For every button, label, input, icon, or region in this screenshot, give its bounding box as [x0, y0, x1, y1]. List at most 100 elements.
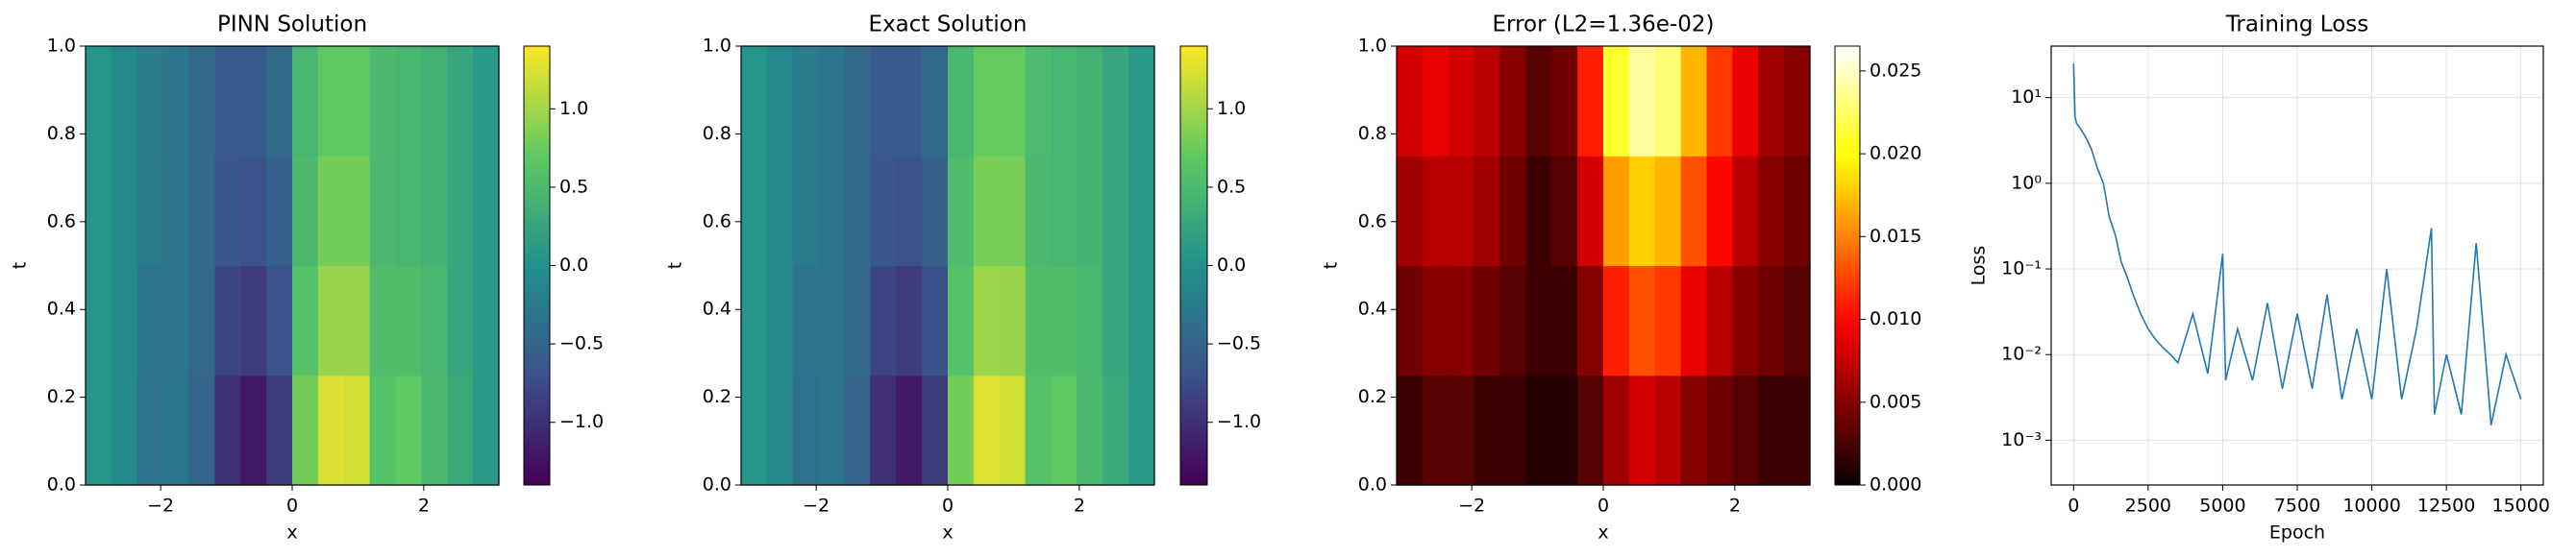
x-tick-label: 0: [2068, 496, 2079, 517]
x-axis-label: Epoch: [2269, 522, 2325, 544]
x-tick-label: 15000: [2492, 496, 2550, 517]
heatmap-cell: [1784, 375, 1811, 486]
heatmap-cell: [1448, 265, 1475, 376]
heatmap-cell: [1680, 156, 1708, 267]
x-tick-label: 0: [942, 496, 954, 517]
heatmap-cell: [999, 156, 1027, 267]
heatmap-cell: [896, 265, 923, 376]
heatmap-cell: [741, 265, 768, 376]
heatmap-cell: [1499, 265, 1526, 376]
y-tick-label: 10⁻²: [2001, 344, 2042, 365]
heatmap-cell: [1422, 265, 1449, 376]
heatmap-cell: [1448, 156, 1475, 267]
heatmap-cell: [1551, 375, 1578, 486]
heatmap-cell: [473, 265, 500, 376]
heatmap-cell: [1128, 265, 1155, 376]
colorbar: [1834, 45, 1861, 486]
heatmap-cell: [973, 265, 1001, 376]
heatmap-cell: [214, 46, 241, 157]
x-tick-label: 2: [418, 496, 430, 517]
x-tick-label: 10000: [2342, 496, 2400, 517]
heatmap-cell: [1397, 46, 1424, 157]
heatmap-cell: [240, 375, 267, 486]
colorbar: [1179, 45, 1208, 486]
colorbar-tick-label: 0.005: [1870, 391, 1921, 412]
heatmap-cell: [447, 46, 474, 157]
heatmap-cell: [948, 156, 975, 267]
heatmap-cell: [792, 156, 820, 267]
heatmap-cell: [86, 46, 112, 157]
heatmap-cell: [395, 46, 422, 157]
heatmap-cell: [292, 156, 319, 267]
heatmap-cell: [343, 375, 371, 486]
y-tick-label: 0.6: [47, 210, 76, 231]
y-tick-label: 0.4: [703, 299, 731, 320]
colorbar-tick-label: −1.0: [559, 411, 604, 432]
heatmap-cell: [1732, 156, 1759, 267]
y-tick-label: 0.6: [1358, 210, 1387, 231]
chart-title: Exact Solution: [869, 12, 1028, 37]
heatmap-cell: [162, 375, 190, 486]
heatmap-cell: [1706, 46, 1733, 157]
y-tick-label: 0.8: [1358, 123, 1387, 144]
heatmap-cell: [1758, 265, 1785, 376]
heatmap-cell: [86, 375, 112, 486]
heatmap-cell: [317, 265, 345, 376]
heatmap-cell: [1758, 46, 1785, 157]
heatmap-cell: [240, 46, 267, 157]
x-tick-label: 7500: [2274, 496, 2320, 517]
heatmap-cell: [1525, 156, 1552, 267]
heatmap-cell: [266, 265, 293, 376]
heatmap-cell: [896, 46, 923, 157]
heatmap-cell: [369, 156, 397, 267]
heatmap-cell: [896, 375, 923, 486]
heatmap-cell: [844, 46, 871, 157]
x-tick-label: 12500: [2417, 496, 2475, 517]
heatmap-cell: [1603, 156, 1630, 267]
heatmap-cell: [948, 375, 975, 486]
heatmap-cell: [1448, 46, 1475, 157]
colorbar-tick-label: −0.5: [1217, 333, 1261, 354]
heatmap-cell: [1577, 156, 1604, 267]
heatmap-cell: [1551, 46, 1578, 157]
colorbar-tick-label: 0.025: [1870, 60, 1921, 81]
heatmap-cell: [111, 375, 138, 486]
heatmap-cell: [870, 46, 897, 157]
heatmap-cell: [1102, 156, 1129, 267]
colorbar-tick-label: 1.0: [1217, 98, 1246, 119]
heatmap-cell: [473, 375, 500, 486]
heatmap-cell: [870, 375, 897, 486]
y-tick-label: 0.4: [1358, 299, 1387, 320]
heatmap-cell: [792, 375, 820, 486]
heatmap-cell: [1654, 375, 1682, 486]
heatmap-cell: [1603, 46, 1630, 157]
heatmap-cell: [870, 156, 897, 267]
x-tick-label: 2: [1074, 496, 1085, 517]
heatmap-cell: [1654, 156, 1682, 267]
heatmap-cell: [1577, 265, 1604, 376]
heatmap-cell: [870, 265, 897, 376]
y-tick-label: 0.8: [703, 123, 731, 144]
heatmap-cell: [1025, 156, 1053, 267]
y-tick-label: 0.0: [703, 474, 731, 496]
heatmap-cell: [1680, 46, 1708, 157]
colorbar-tick-label: 0.020: [1870, 143, 1921, 164]
heatmap-cell: [1784, 156, 1811, 267]
heatmap-cell: [1758, 156, 1785, 267]
heatmap-cell: [973, 375, 1001, 486]
heatmap-cell: [292, 375, 319, 486]
y-tick-label: 10¹: [2011, 86, 2042, 108]
heatmap-cell: [136, 46, 164, 157]
colorbar-tick-label: 0.0: [559, 255, 588, 276]
heatmap-cell: [1474, 156, 1501, 267]
heatmap-cell: [1551, 265, 1578, 376]
heatmap-cell: [922, 375, 949, 486]
heatmap-cell: [421, 375, 448, 486]
heatmap-cell: [1551, 156, 1578, 267]
heatmap-cell: [421, 156, 448, 267]
heatmap-cell: [1025, 46, 1053, 157]
y-tick-label: 10⁻³: [2001, 429, 2042, 450]
heatmap-cell: [1051, 265, 1077, 376]
y-tick-label: 0.6: [703, 210, 731, 231]
heatmap-cell: [395, 156, 422, 267]
